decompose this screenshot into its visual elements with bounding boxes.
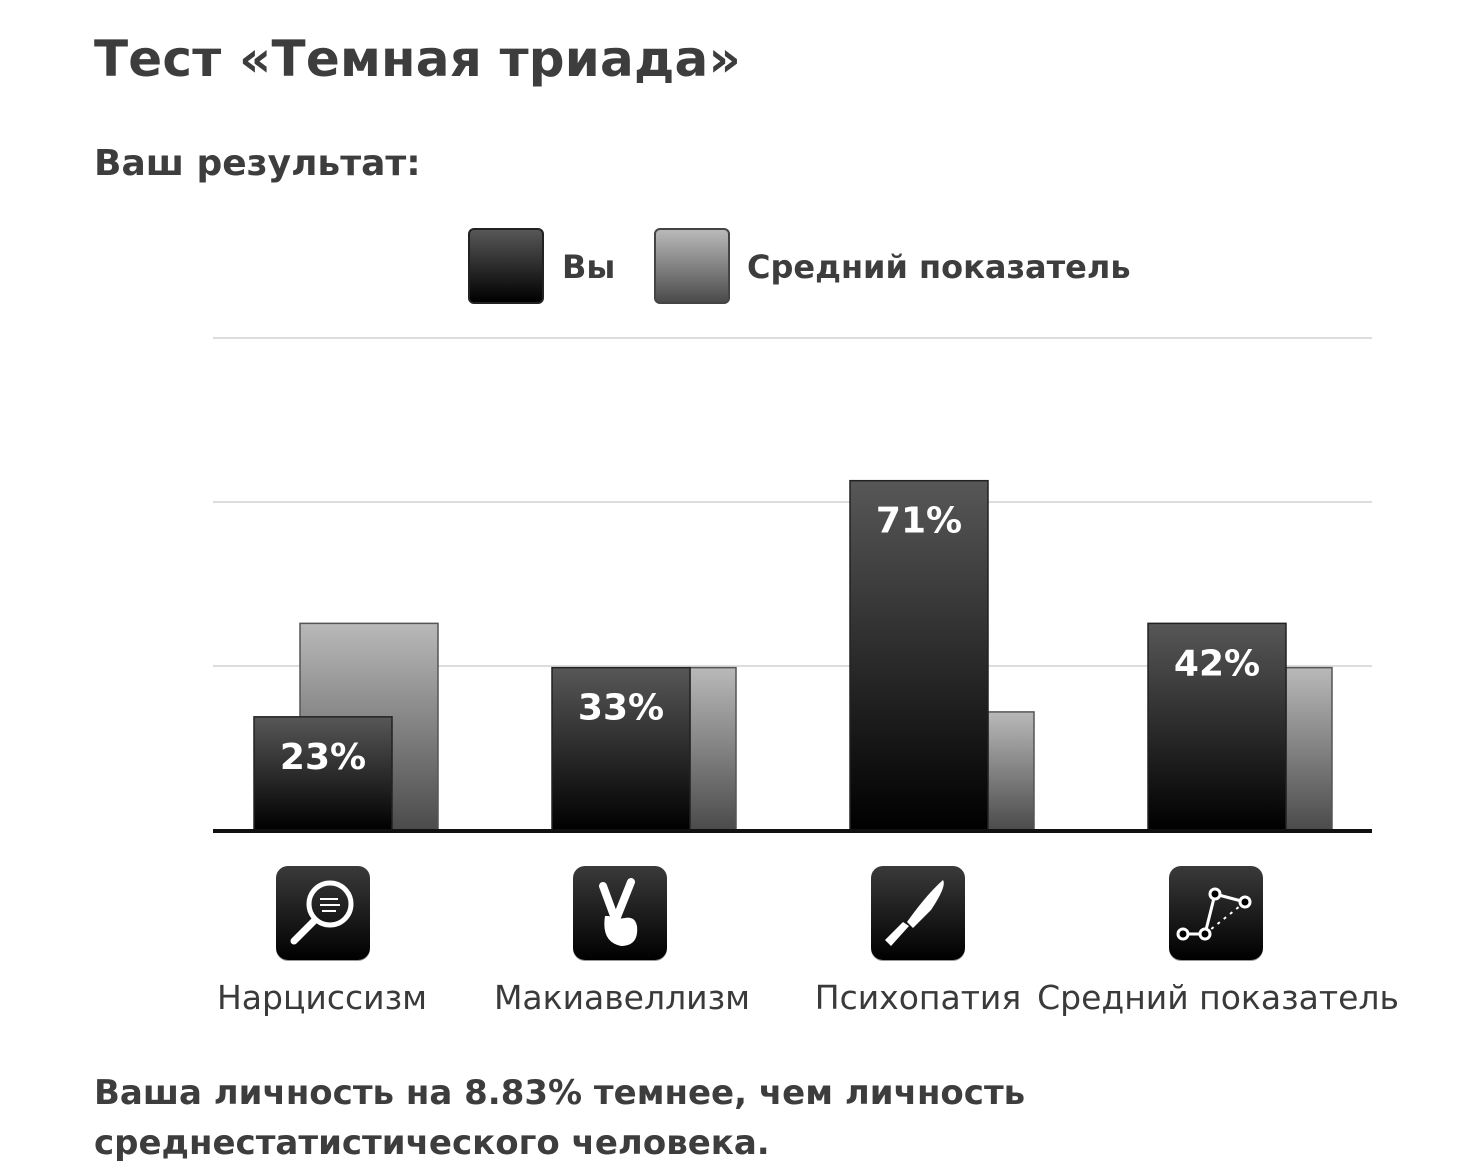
bar-average-4 [1285,666,1333,831]
line-graph-icon [1169,866,1263,960]
page-title: Тест «Темная триада» [94,30,741,88]
bar-value-label-3: 71% [876,501,962,542]
bar-value-label-4: 42% [1174,643,1260,684]
category-label-average: Средний показатель [1037,978,1399,1017]
category-label-machiavellianism: Макиавеллизм [493,978,751,1017]
legend-swatch-you [468,228,544,304]
bar-you-2 [551,666,691,831]
bar-chart: 23% 33% 71% 42% [213,337,1372,833]
legend-swatch-average [654,228,730,304]
bar-value-label-2: 33% [578,688,664,729]
bar-value-label-1: 23% [280,737,366,778]
chart-legend: Вы Средний показатель [0,228,1482,308]
bar-average-3 [987,711,1035,831]
legend-label-average: Средний показатель [747,248,1131,286]
result-heading: Ваш результат: [94,143,421,184]
category-label-narcissism: Нарциссизм [216,978,428,1017]
bar-you-1 [253,716,393,831]
bar-you-3 [849,479,989,831]
crossed-fingers-icon [573,866,667,960]
bar-average-2 [689,666,737,831]
magnifying-glass-icon [276,866,370,960]
category-label-psychopathy: Психопатия [814,978,1022,1017]
legend-label-you: Вы [562,248,616,286]
knife-icon [871,866,965,960]
result-summary: Ваша личность на 8.83% темнее, чем лично… [94,1073,1026,1163]
